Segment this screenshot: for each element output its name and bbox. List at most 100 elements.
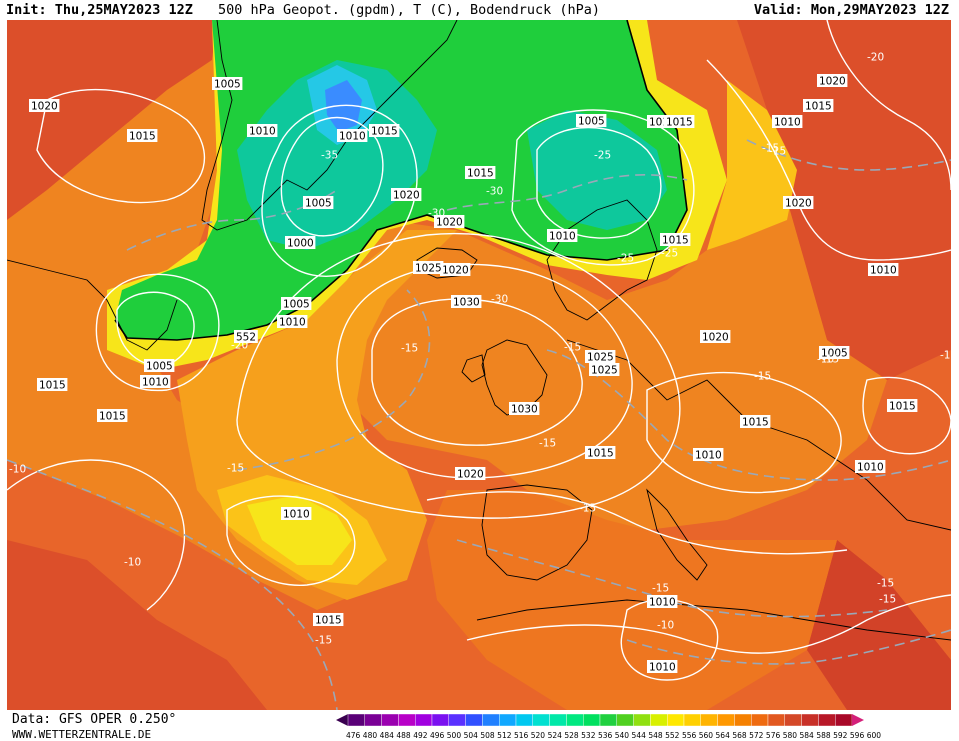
- orange-band-atlantic: [7, 20, 367, 610]
- label-box: [29, 99, 60, 112]
- label-text: 1020: [702, 332, 729, 344]
- label-box: [313, 613, 344, 626]
- pressure-label: 1010: [868, 263, 899, 277]
- label-box: [277, 315, 308, 328]
- label-box: [337, 129, 368, 142]
- label-text: -30: [491, 294, 508, 306]
- legend-value: 584: [799, 731, 814, 740]
- yellow-orange-rim: [707, 80, 797, 250]
- coast-italy: [646, 488, 708, 581]
- label-text: 1015: [39, 380, 66, 392]
- temperature-label: -10: [940, 350, 951, 362]
- pressure-label: 1010: [140, 375, 171, 389]
- pressure-label: 1020: [455, 467, 486, 481]
- pressure-label: 1005: [212, 77, 243, 91]
- temperature-label: -30: [491, 294, 508, 306]
- pressure-label: 1010: [277, 315, 308, 329]
- isobar: [426, 491, 848, 555]
- label-text: -15: [754, 371, 771, 383]
- cold-pool-teal-east: [527, 110, 667, 230]
- label-text: 1010: [339, 131, 366, 143]
- pressure-label: 1030: [451, 295, 482, 309]
- label-text: -25: [661, 248, 678, 260]
- pressure-label: 1025: [585, 350, 616, 364]
- isobar: [95, 273, 220, 392]
- label-text: -15: [877, 578, 894, 590]
- temperature-label: -10: [124, 557, 141, 569]
- legend-swatches: [336, 713, 864, 727]
- legend-value: 552: [665, 731, 680, 740]
- pressure-label: 1005: [819, 346, 850, 360]
- label-text: 1015: [662, 235, 689, 247]
- weather-map: 1005 1020 1015 1010 1010 1015 -35 1020 1005 -25 10…: [7, 20, 951, 710]
- label-text: 1030: [511, 404, 538, 416]
- warm-region-sw: [7, 540, 267, 710]
- isobar: [280, 116, 384, 237]
- isobar: [511, 109, 695, 266]
- label-text: -15: [539, 438, 556, 450]
- legend-value: 480: [362, 731, 378, 740]
- label-box: [547, 229, 578, 242]
- temperature-label: -15: [401, 343, 418, 355]
- isobar: [646, 371, 842, 494]
- label-box: [413, 261, 444, 274]
- label-box: [589, 363, 620, 376]
- label-text: -15: [564, 342, 581, 354]
- label-box: [783, 196, 814, 209]
- label-box: [281, 507, 312, 520]
- isotherm: [546, 349, 951, 481]
- label-text: 1015: [805, 101, 832, 113]
- label-text: 1025: [415, 263, 442, 275]
- label-box: [140, 375, 171, 388]
- legend-swatch: [398, 713, 416, 727]
- legend-swatch: [431, 713, 449, 727]
- coast-north-africa: [476, 599, 951, 641]
- label-text: 1020: [457, 469, 484, 481]
- label-text: 552: [236, 332, 256, 344]
- label-box: [887, 399, 918, 412]
- map-header: Init: Thu,25MAY2023 12Z 500 hPa Geopot. …: [0, 0, 959, 20]
- label-text: -15: [315, 635, 332, 647]
- label-box: [97, 409, 128, 422]
- label-text: -15: [762, 143, 779, 155]
- label-text: -10: [124, 557, 141, 569]
- label-text: 1010: [695, 450, 722, 462]
- temperature-label: -10: [9, 464, 26, 476]
- legend-value: 568: [732, 731, 747, 740]
- temperature-label: -15: [877, 578, 894, 590]
- color-legend: [336, 713, 864, 727]
- label-box: [455, 467, 486, 480]
- temperature-label: -25: [617, 253, 634, 265]
- legend-swatch: [667, 713, 685, 727]
- isotherm: [746, 139, 951, 171]
- legend-swatch: [801, 713, 819, 727]
- label-text: 1010: [142, 377, 169, 389]
- legend-value: 600: [866, 731, 882, 740]
- coast-europe: [566, 339, 951, 531]
- legend-value: 488: [396, 731, 411, 740]
- label-box: [647, 595, 678, 608]
- legend-value: 588: [816, 731, 831, 740]
- label-box: [803, 99, 834, 112]
- label-text: 1010: [774, 117, 801, 129]
- label-box: [391, 188, 422, 201]
- legend-value: 580: [782, 731, 798, 740]
- legend-swatch: [498, 713, 517, 727]
- label-box: [817, 74, 848, 87]
- label-box: [868, 263, 899, 276]
- legend-value: 596: [849, 731, 865, 740]
- isobar: [116, 291, 195, 367]
- legend-labels: 476 480 484 488 492 496 500 504 508 512 516 520 524 5…: [346, 731, 906, 740]
- map-title: 500 hPa Geopot. (gpdm), T (C), Bodendruc…: [218, 2, 601, 18]
- label-box: [369, 124, 400, 137]
- label-text: 1015: [666, 117, 693, 129]
- legend-value: 572: [749, 731, 764, 740]
- legend-swatch: [364, 713, 382, 727]
- contour-552: [114, 20, 688, 341]
- pressure-label: 1025: [413, 261, 444, 275]
- isotherm: [456, 539, 888, 618]
- legend-swatch: [448, 713, 466, 727]
- legend-swatch: [515, 713, 533, 727]
- isotherm: [7, 459, 338, 710]
- isobar: [620, 598, 719, 681]
